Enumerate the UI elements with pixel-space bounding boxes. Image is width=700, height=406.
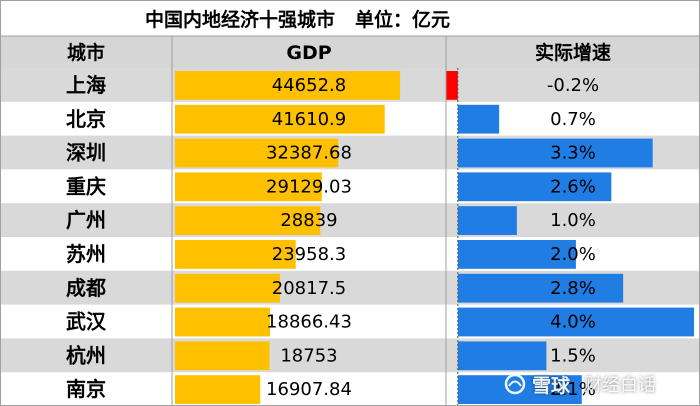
gdp-value-label: 18753: [280, 345, 337, 366]
gdp-value-label: 16907.84: [266, 379, 352, 400]
growth-bar: [457, 307, 694, 337]
header-city: 城市: [67, 41, 105, 64]
growth-bar: [457, 138, 653, 168]
growth-bar: [457, 206, 517, 235]
growth-value-label: 2.8%: [550, 278, 596, 299]
city-label: 深圳: [66, 141, 106, 165]
snowball-logo-icon: [504, 373, 526, 395]
gdp-bar: [175, 138, 339, 168]
city-label: 成都: [66, 276, 106, 300]
city-label: 苏州: [66, 242, 106, 266]
city-label: 武汉: [66, 310, 107, 334]
growth-bar: [457, 104, 500, 134]
growth-bar: [457, 375, 582, 404]
gdp-value-label: 29129.03: [266, 176, 352, 197]
gdp-bar: [175, 104, 385, 134]
growth-value-label: 2.6%: [550, 176, 596, 197]
city-label: 上海: [66, 73, 106, 97]
gdp-bar: [175, 71, 401, 100]
growth-value-label: -0.2%: [547, 75, 599, 96]
gdp-value-label: 20817.5: [272, 278, 346, 299]
growth-bar: [457, 341, 547, 371]
growth-bar: [457, 172, 612, 202]
growth-bar: [457, 240, 576, 269]
gdp-bar: [175, 172, 322, 202]
gdp-value-label: 41610.9: [272, 109, 346, 130]
watermark-brand: 雪球: [532, 374, 571, 397]
growth-bar: [446, 71, 458, 100]
growth-value-label: 3.3%: [550, 143, 596, 164]
gdp-bar: [175, 273, 280, 303]
header-growth: 实际增速: [535, 41, 611, 64]
growth-value-label: 1.5%: [550, 345, 596, 366]
header-row-bg: [0, 36, 700, 68]
gdp-value-label: 18866.43: [266, 312, 352, 333]
growth-value-label: 0.7%: [550, 109, 596, 130]
growth-bar: [457, 273, 624, 303]
city-label: 北京: [66, 107, 106, 131]
gdp-bar: [175, 341, 270, 371]
gdp-bar: [175, 240, 296, 269]
city-label: 南京: [66, 377, 106, 401]
gdp-value-label: 44652.8: [272, 75, 346, 96]
gdp-bar: [175, 206, 321, 235]
table-row-bg: [0, 203, 700, 237]
growth-value-label: 2.0%: [550, 244, 596, 265]
gdp-value-label: 28839: [280, 210, 337, 231]
city-label: 广州: [66, 208, 106, 232]
growth-value-label: 2.1%: [550, 379, 596, 400]
watermark-author: 财经白话: [584, 375, 657, 396]
watermark: 雪球 财经白话: [504, 370, 656, 398]
city-label: 重庆: [66, 174, 106, 198]
growth-value-label: 4.0%: [550, 312, 596, 333]
gdp-value-label: 32387.68: [266, 143, 352, 164]
growth-value-label: 1.0%: [550, 210, 596, 231]
unit-label: 单位：亿元: [355, 8, 450, 31]
gdp-bar: [175, 375, 261, 404]
gdp-value-label: 23958.3: [272, 244, 346, 265]
gdp-bar: [175, 307, 271, 337]
chart-title: 中国内地经济十强城市: [145, 8, 335, 31]
city-label: 杭州: [66, 343, 106, 367]
title-bar: [0, 0, 700, 36]
table-row-bg: [0, 338, 700, 373]
header-gdp: GDP: [286, 42, 331, 64]
